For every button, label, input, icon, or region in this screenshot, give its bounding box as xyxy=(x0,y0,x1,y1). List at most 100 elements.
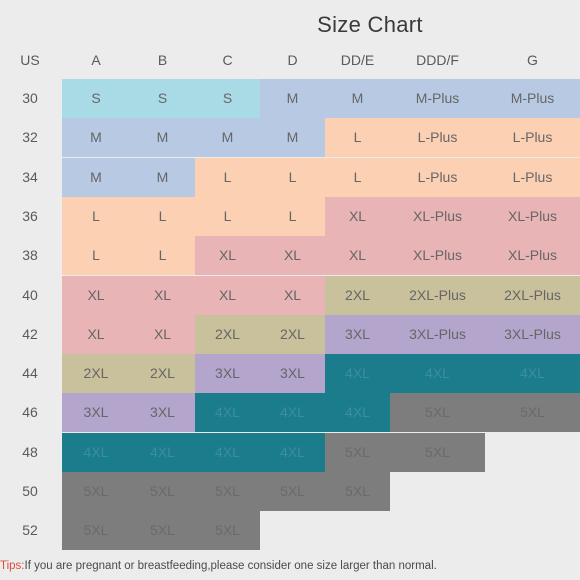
size-cell: M-Plus xyxy=(485,79,580,118)
size-cell: L xyxy=(260,196,325,236)
size-cell: 3XL xyxy=(325,314,390,354)
size-cell: M xyxy=(325,79,390,118)
size-cell: M xyxy=(195,118,260,158)
size-cell xyxy=(325,511,390,550)
tips-label: Tips: xyxy=(0,560,25,572)
size-cell: S xyxy=(62,79,130,118)
size-cell: 4XL xyxy=(325,354,390,394)
header-cup-b: B xyxy=(157,52,168,68)
size-cell: 3XL xyxy=(130,393,195,433)
size-cell: L xyxy=(325,157,390,197)
size-cell: M xyxy=(260,79,325,118)
size-cell: M xyxy=(260,118,325,158)
size-cell: M xyxy=(62,118,130,158)
size-cell: 2XL xyxy=(195,314,260,354)
size-cell: L xyxy=(130,236,195,276)
size-cell: XL xyxy=(130,275,195,315)
row-header-us-34: 34 xyxy=(22,168,38,185)
row-header-us-36: 36 xyxy=(22,207,38,224)
header-cup-a: A xyxy=(91,52,101,68)
size-cell xyxy=(485,472,580,511)
size-cell: 3XL-Plus xyxy=(485,314,580,354)
size-cell: 2XL xyxy=(260,314,325,354)
row-header-us-32: 32 xyxy=(22,129,38,146)
size-cell: 4XL xyxy=(130,432,195,472)
size-cell: L-Plus xyxy=(390,118,485,158)
size-cell: XL-Plus xyxy=(485,236,580,276)
size-cell: XL xyxy=(325,236,390,276)
size-cell: L-Plus xyxy=(485,157,580,197)
size-cell: 5XL xyxy=(485,393,580,433)
size-cell: S xyxy=(130,79,195,118)
size-cell: 5XL xyxy=(195,511,260,551)
size-cell: L xyxy=(62,236,130,276)
size-cell: XL xyxy=(260,275,325,315)
size-cell xyxy=(485,511,580,550)
size-cell xyxy=(260,511,325,550)
size-cell: 4XL xyxy=(195,432,260,472)
header-cup-d: D xyxy=(287,52,298,68)
chart-title: Size Chart xyxy=(317,12,423,37)
size-cell: 2XL-Plus xyxy=(485,275,580,315)
size-cell: 3XL xyxy=(260,354,325,394)
header-cup-g: G xyxy=(527,52,538,68)
tips-text: If you are pregnant or breastfeeding,ple… xyxy=(24,560,437,572)
size-cell: 5XL xyxy=(62,511,130,551)
size-cell: XL xyxy=(325,196,390,236)
row-header-us-30: 30 xyxy=(22,90,38,106)
size-cell xyxy=(485,433,580,472)
size-cell: L xyxy=(195,196,260,236)
size-cell: 4XL xyxy=(390,354,485,394)
size-cell: 5XL xyxy=(130,511,195,551)
header-cup-c: C xyxy=(222,52,233,68)
row-header-us-42: 42 xyxy=(22,325,38,342)
size-cell: XL xyxy=(62,314,130,354)
size-cell: S xyxy=(195,79,260,118)
size-cell: M xyxy=(130,118,195,158)
size-cell xyxy=(390,472,485,511)
size-cell: L xyxy=(325,118,390,158)
size-cell: M xyxy=(62,157,130,197)
row-header-us-40: 40 xyxy=(22,286,38,303)
size-cell: 4XL xyxy=(195,393,260,433)
size-cell: 3XL xyxy=(195,354,260,394)
size-cell: 2XL-Plus xyxy=(390,275,485,315)
row-header-us-50: 50 xyxy=(22,483,38,499)
row-header-us-38: 38 xyxy=(22,247,38,264)
size-cell: L-Plus xyxy=(485,118,580,158)
size-cell: 5XL xyxy=(390,432,485,472)
size-cell: L-Plus xyxy=(390,157,485,197)
size-cell: 2XL xyxy=(130,354,195,394)
size-cell: 5XL xyxy=(390,393,485,433)
row-header-us-46: 46 xyxy=(22,404,38,421)
size-cell: 3XL xyxy=(62,393,130,433)
size-cell: XL xyxy=(195,275,260,315)
size-cell: 5XL xyxy=(195,472,260,511)
row-header-us-44: 44 xyxy=(22,365,38,382)
size-cell: M xyxy=(130,157,195,197)
size-grid: S S S M M M-Plus M-Plus M M M M L L-Plus L-Plus M M L L L L… xyxy=(62,79,580,551)
row-header-us-52: 52 xyxy=(22,522,38,539)
size-cell: XL xyxy=(62,275,130,315)
tips-note: Tips:If you are pregnant or breastfeedin… xyxy=(0,560,580,572)
size-cell: L xyxy=(195,157,260,197)
size-cell: 4XL xyxy=(260,432,325,472)
size-cell: XL-Plus xyxy=(390,196,485,236)
size-cell: XL-Plus xyxy=(485,196,580,236)
size-cell: 5XL xyxy=(260,472,325,511)
size-cell: M-Plus xyxy=(390,79,485,118)
size-cell: 5XL xyxy=(62,472,130,511)
size-cell: 3XL-Plus xyxy=(390,314,485,354)
row-header-us-48: 48 xyxy=(22,443,38,460)
header-cup-dd-e: DD/E xyxy=(340,52,375,68)
size-cell: XL xyxy=(195,236,260,276)
size-cell: XL-Plus xyxy=(390,236,485,276)
size-cell: XL xyxy=(260,236,325,276)
size-cell: XL xyxy=(130,314,195,354)
size-cell: 4XL xyxy=(260,393,325,433)
header-cup-ddd-f: DDD/F xyxy=(416,52,459,68)
size-cell: 2XL xyxy=(325,275,390,315)
header-us: US xyxy=(20,52,40,68)
size-cell: 5XL xyxy=(325,432,390,472)
size-cell: 4XL xyxy=(325,393,390,433)
